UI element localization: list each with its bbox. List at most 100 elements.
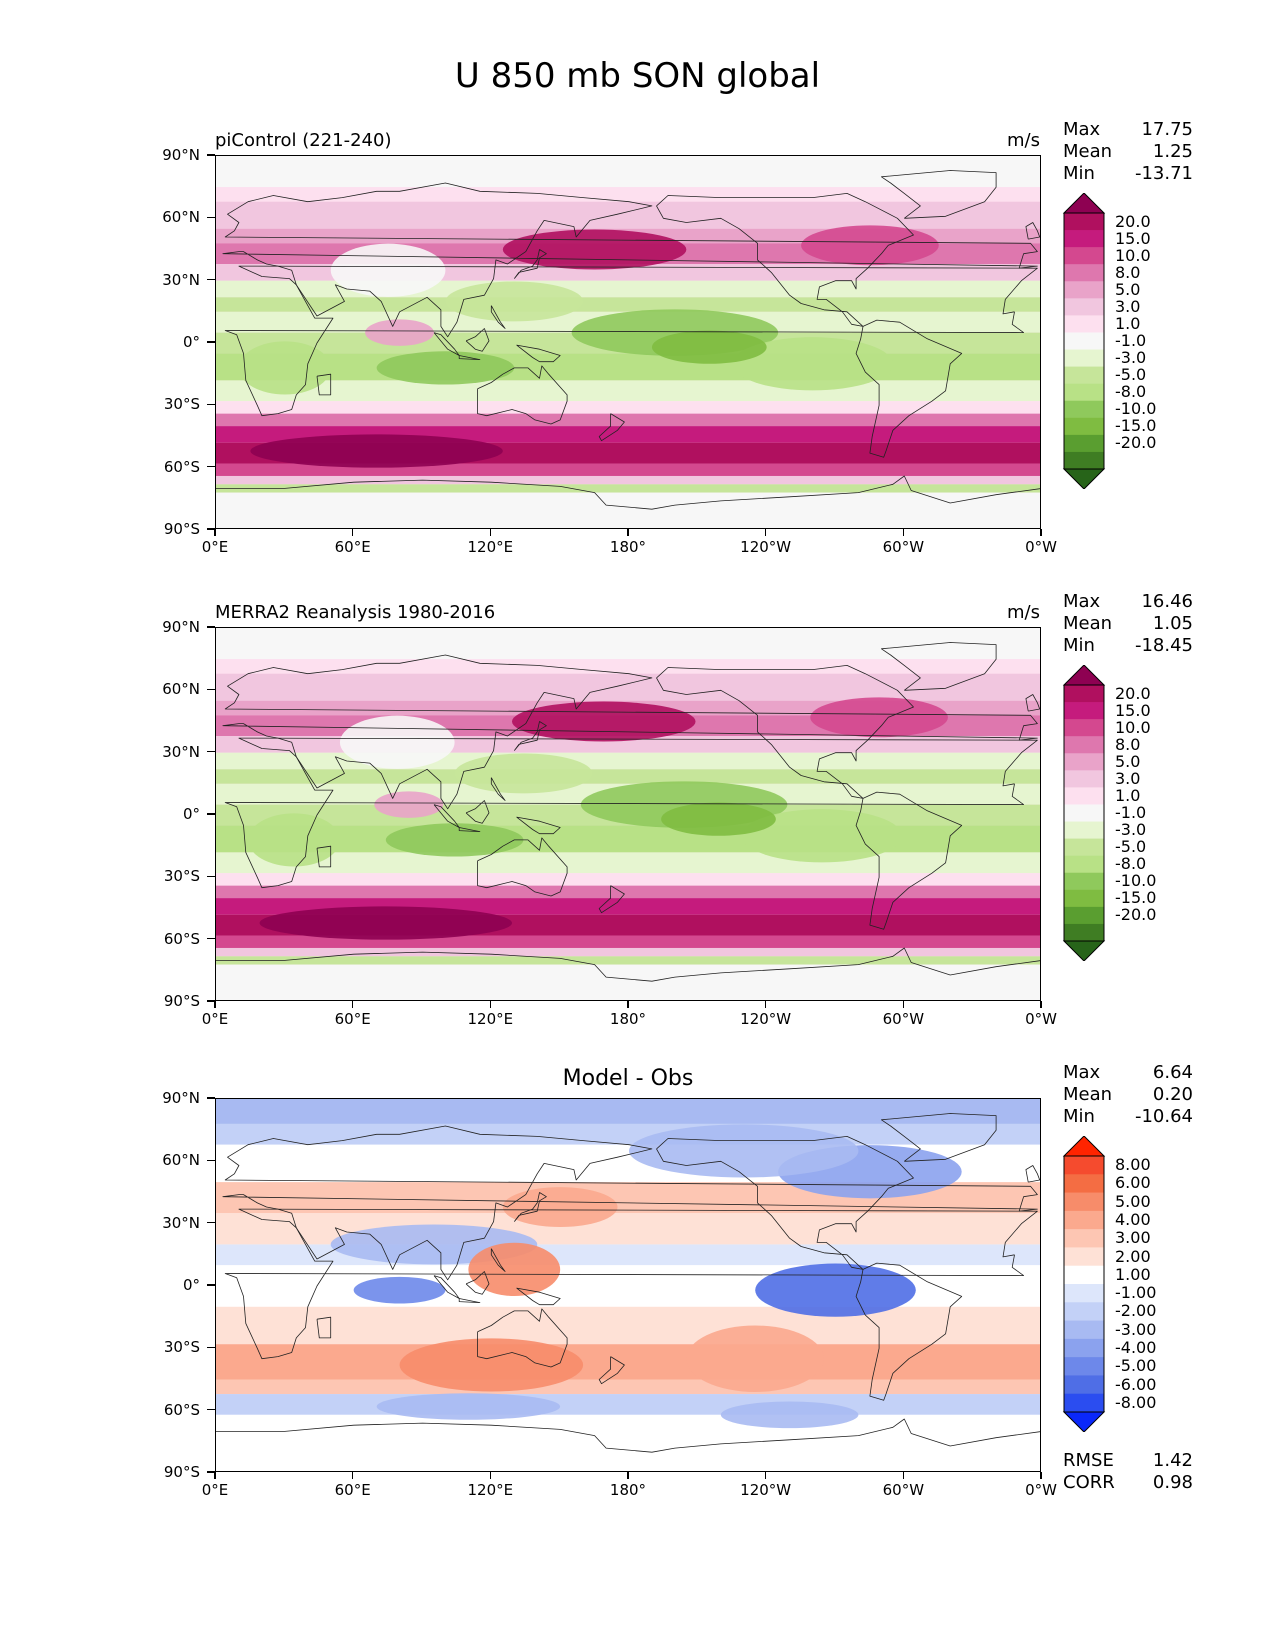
coastline-segment xyxy=(216,475,1040,510)
lon-tick-mark xyxy=(902,529,905,536)
colorbar-tick-label: -5.0 xyxy=(1115,365,1147,385)
contour-band xyxy=(216,825,1040,853)
coastline-segment xyxy=(216,1418,1040,1453)
colorbar xyxy=(1062,665,1106,961)
lat-tick-mark xyxy=(207,341,215,343)
colorbar-tick-label: -10.0 xyxy=(1115,871,1157,891)
contour-band xyxy=(216,297,1040,312)
lat-tick-mark xyxy=(207,403,215,406)
contour-cell xyxy=(353,1276,446,1304)
contour-cell xyxy=(259,906,512,940)
colorbar-tick-label: -15.0 xyxy=(1115,888,1157,908)
coastline-segment xyxy=(855,1262,963,1401)
max-value: 16.46 xyxy=(1141,591,1193,612)
contour-band xyxy=(216,1265,1040,1307)
colorbar-segment xyxy=(1064,702,1104,720)
coastline-segment xyxy=(855,791,963,930)
min-value: -10.64 xyxy=(1134,1106,1193,1127)
contour-cell xyxy=(454,753,593,794)
lat-tick-label: 30°N xyxy=(162,270,200,289)
lon-tick-label: 120°W xyxy=(740,538,792,556)
lon-tick-mark xyxy=(214,1001,216,1008)
colorbar-segment xyxy=(1064,685,1104,703)
lon-tick-label: 0°W xyxy=(1025,538,1057,556)
colorbar-max-extension xyxy=(1062,1136,1106,1157)
colorbar xyxy=(1062,1136,1106,1432)
lat-tick-label: 90°N xyxy=(162,1089,200,1107)
colorbar-min-extension xyxy=(1062,468,1106,489)
lat-tick-label: 60°N xyxy=(162,208,200,227)
colorbar-tick-label: 3.0 xyxy=(1115,296,1141,316)
colorbar-frame xyxy=(1063,684,1105,942)
colorbar-max-extension xyxy=(1062,665,1106,686)
contour-band xyxy=(216,380,1040,402)
contour-cell xyxy=(339,715,455,769)
lon-tick-label: 0°W xyxy=(1025,1481,1057,1499)
lon-tick-label: 120°E xyxy=(467,538,514,556)
skill-scores: RMSE 1.42 CORR 0.98 xyxy=(1063,1450,1193,1494)
contour-field xyxy=(216,1099,1040,1471)
coastline-segment xyxy=(224,737,1038,889)
contour-cell xyxy=(629,1124,859,1178)
colorbar-segment xyxy=(1064,736,1104,754)
colorbar-segment xyxy=(1064,366,1104,385)
contour-band xyxy=(216,964,1040,1000)
colorbar-tick-label: -2.00 xyxy=(1115,1301,1157,1321)
colorbar-segment xyxy=(1064,838,1104,857)
colorbar-segment xyxy=(1064,753,1104,771)
contour-cell xyxy=(238,341,331,395)
colorbar-segment xyxy=(1064,281,1104,299)
lat-tick-mark xyxy=(207,1097,215,1099)
coastlines xyxy=(216,1113,1040,1453)
colorbar-tick-label: 15.0 xyxy=(1115,700,1151,720)
lat-tick-mark xyxy=(207,278,215,281)
lat-tick-mark xyxy=(207,813,215,815)
min-label: Min xyxy=(1063,635,1095,656)
lon-tick-mark xyxy=(764,1472,767,1479)
stats-box: Max 17.75 Mean 1.25 Min -13.71 xyxy=(1063,119,1193,185)
coastline-segment xyxy=(216,947,1040,982)
colorbar-segment xyxy=(1064,332,1104,351)
map-plot xyxy=(215,1098,1041,1472)
coastline-segment xyxy=(513,1192,547,1222)
map-plot xyxy=(215,155,1041,529)
coastline-segment xyxy=(316,1316,332,1339)
colorbar-tick-label: -15.0 xyxy=(1115,416,1157,436)
lat-tick-label: 0° xyxy=(182,1276,200,1294)
lat-tick-label: 60°S xyxy=(163,1400,200,1419)
contour-band xyxy=(216,156,1040,188)
colorbar-segment xyxy=(1064,315,1104,333)
colorbar-tick-label: 8.00 xyxy=(1115,1155,1151,1175)
lon-tick-mark xyxy=(351,529,354,536)
coastline-segment xyxy=(656,193,914,327)
contour-cell xyxy=(376,1393,561,1420)
contour-field xyxy=(216,628,1040,1000)
coastline-segment xyxy=(490,777,506,801)
lat-tick-mark xyxy=(207,1408,215,1411)
colorbar-tick-label: -5.00 xyxy=(1115,1356,1157,1376)
coastline-segment xyxy=(458,355,481,360)
colorbar-tick-label: -20.0 xyxy=(1115,905,1157,925)
coastline-segment xyxy=(477,1308,568,1368)
coastline-segment xyxy=(458,1298,481,1303)
lat-tick-label: 90°N xyxy=(162,618,200,636)
filled-contours xyxy=(216,628,1040,1000)
max-value: 17.75 xyxy=(1141,119,1193,140)
coastline-segment xyxy=(222,1125,1038,1281)
colorbar-tick-label: 15.0 xyxy=(1115,228,1151,248)
coastline-segment xyxy=(1025,222,1040,240)
coastline-segment xyxy=(881,642,997,691)
contour-band xyxy=(216,1379,1040,1395)
colorbar-segment xyxy=(1064,1375,1104,1395)
contour-cell xyxy=(250,434,503,468)
mean-value: 0.20 xyxy=(1152,1084,1193,1105)
lat-tick-label: 90°S xyxy=(163,1463,200,1481)
colorbar-frame xyxy=(1063,212,1105,470)
contour-band xyxy=(216,1123,1040,1145)
lon-tick-label: 0°E xyxy=(201,1481,229,1499)
panel-picontrol: piControl (221-240) m/s Max 17.75 Mean 1.2… xyxy=(0,119,1275,625)
coastline-segment xyxy=(316,845,332,868)
lat-tick-mark xyxy=(207,1159,215,1162)
contour-cell xyxy=(661,802,776,836)
colorbar-segment xyxy=(1064,1192,1104,1212)
